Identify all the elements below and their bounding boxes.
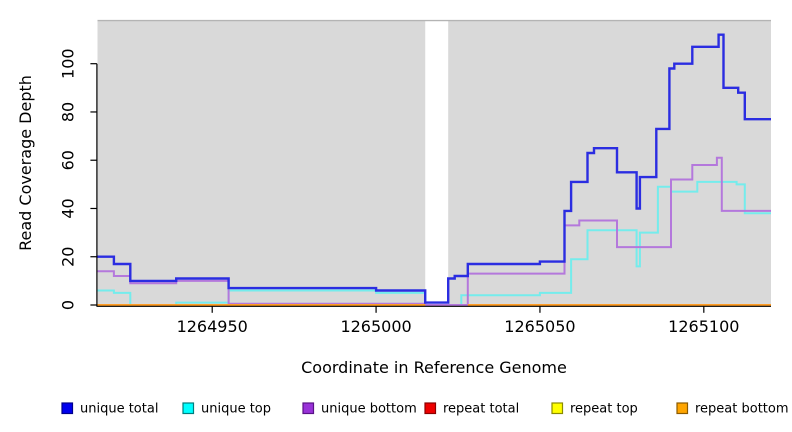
legend-label-repeat-total: repeat total <box>443 402 519 417</box>
legend-swatch-repeat-total <box>424 402 437 415</box>
legend-swatch-unique-top <box>182 402 195 415</box>
legend-item-unique-bottom: unique bottom <box>302 402 417 417</box>
legend-label-unique-bottom: unique bottom <box>321 402 417 417</box>
y-tick-label: 0 <box>59 300 78 310</box>
legend-label-unique-top: unique top <box>201 402 271 417</box>
legend-label-repeat-bottom: repeat bottom <box>695 402 789 417</box>
y-axis-title: Read Coverage Depth <box>16 75 35 251</box>
x-axis-title: Coordinate in Reference Genome <box>301 358 567 377</box>
legend-swatch-unique-bottom <box>302 402 315 415</box>
y-tick-label: 80 <box>59 102 78 122</box>
axes-layer: 1264950 1265000 1265050 1265100 0 20 40 60 80 100 <box>59 48 771 336</box>
legend-item-unique-top: unique top <box>182 402 271 417</box>
y-tick-label: 60 <box>59 150 78 170</box>
y-tick-label: 40 <box>59 198 78 218</box>
legend-label-repeat-top: repeat top <box>570 402 638 417</box>
legend-item-repeat-bottom: repeat bottom <box>676 402 789 417</box>
x-tick-label: 1265100 <box>668 317 739 336</box>
legend-label-unique-total: unique total <box>80 402 158 417</box>
legend-item-unique-total: unique total <box>61 402 158 417</box>
series-line-unique-total <box>97 33 771 304</box>
x-tick-label: 1265050 <box>504 317 575 336</box>
legend-item-repeat-top: repeat top <box>551 402 638 417</box>
series-line-unique-top <box>97 180 771 306</box>
legend-item-repeat-total: repeat total <box>424 402 519 417</box>
x-tick-label: 1265000 <box>340 317 411 336</box>
legend: unique total unique top unique bottom repea… <box>61 402 789 417</box>
y-tick-label: 20 <box>59 247 78 267</box>
series-layer <box>97 33 771 306</box>
legend-swatch-repeat-bottom <box>676 402 689 415</box>
legend-swatch-repeat-top <box>551 402 564 415</box>
masked-region-band <box>425 21 449 307</box>
x-tick-label: 1264950 <box>177 317 248 336</box>
y-tick-label: 100 <box>59 48 78 79</box>
plot-background-layer <box>97 19 771 307</box>
legend-swatch-unique-total <box>61 402 74 415</box>
